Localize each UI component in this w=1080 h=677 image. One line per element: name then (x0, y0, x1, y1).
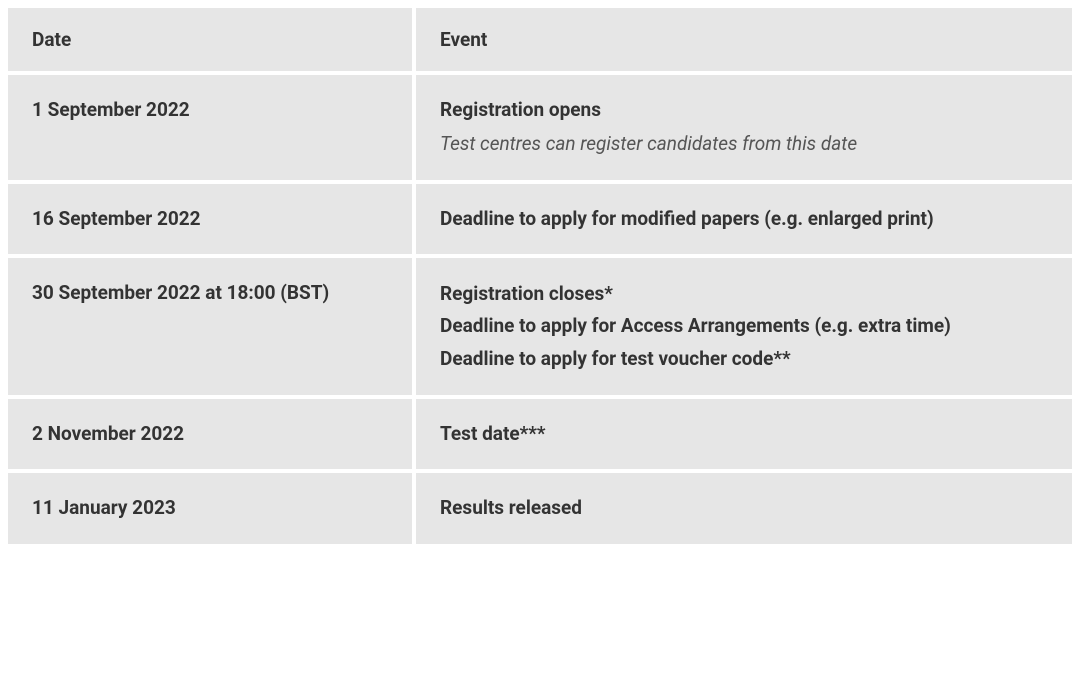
date-cell: 2 November 2022 (8, 399, 412, 469)
event-line: Registration closes* (440, 278, 1048, 310)
schedule-table: Date Event 1 September 2022 Registration… (8, 8, 1072, 544)
table-row: 1 September 2022 Registration opens Test… (8, 75, 1072, 180)
header-date-label: Date (32, 28, 71, 51)
event-cell: Deadline to apply for modified papers (e… (416, 184, 1072, 254)
event-line: Deadline to apply for Access Arrangement… (440, 310, 1048, 342)
date-value: 1 September 2022 (32, 98, 190, 121)
date-value: 11 January 2023 (32, 496, 176, 519)
table-row: 2 November 2022 Test date*** (8, 399, 1072, 469)
event-cell: Registration opens Test centres can regi… (416, 75, 1072, 180)
event-subtitle: Test centres can register candidates fro… (440, 129, 1048, 159)
event-line: Deadline to apply for test voucher code*… (440, 343, 1048, 375)
date-value: 2 November 2022 (32, 422, 184, 445)
table-row: 30 September 2022 at 18:00 (BST) Registr… (8, 258, 1072, 395)
date-cell: 11 January 2023 (8, 473, 412, 543)
event-cell: Test date*** (416, 399, 1072, 469)
event-title: Deadline to apply for modified papers (e… (440, 204, 1048, 234)
table-header-row: Date Event (8, 8, 1072, 71)
table-row: 11 January 2023 Results released (8, 473, 1072, 543)
event-title: Test date*** (440, 419, 1048, 449)
date-cell: 16 September 2022 (8, 184, 412, 254)
date-value: 16 September 2022 (32, 207, 201, 230)
table-row: 16 September 2022 Deadline to apply for … (8, 184, 1072, 254)
date-value: 30 September 2022 at 18:00 (BST) (32, 281, 329, 304)
header-event-label: Event (440, 28, 487, 51)
date-cell: 1 September 2022 (8, 75, 412, 180)
event-cell: Results released (416, 473, 1072, 543)
header-event-cell: Event (416, 8, 1072, 71)
event-title: Results released (440, 493, 1048, 523)
header-date-cell: Date (8, 8, 412, 71)
event-cell: Registration closes* Deadline to apply f… (416, 258, 1072, 395)
event-title: Registration opens (440, 95, 1048, 125)
date-cell: 30 September 2022 at 18:00 (BST) (8, 258, 412, 395)
